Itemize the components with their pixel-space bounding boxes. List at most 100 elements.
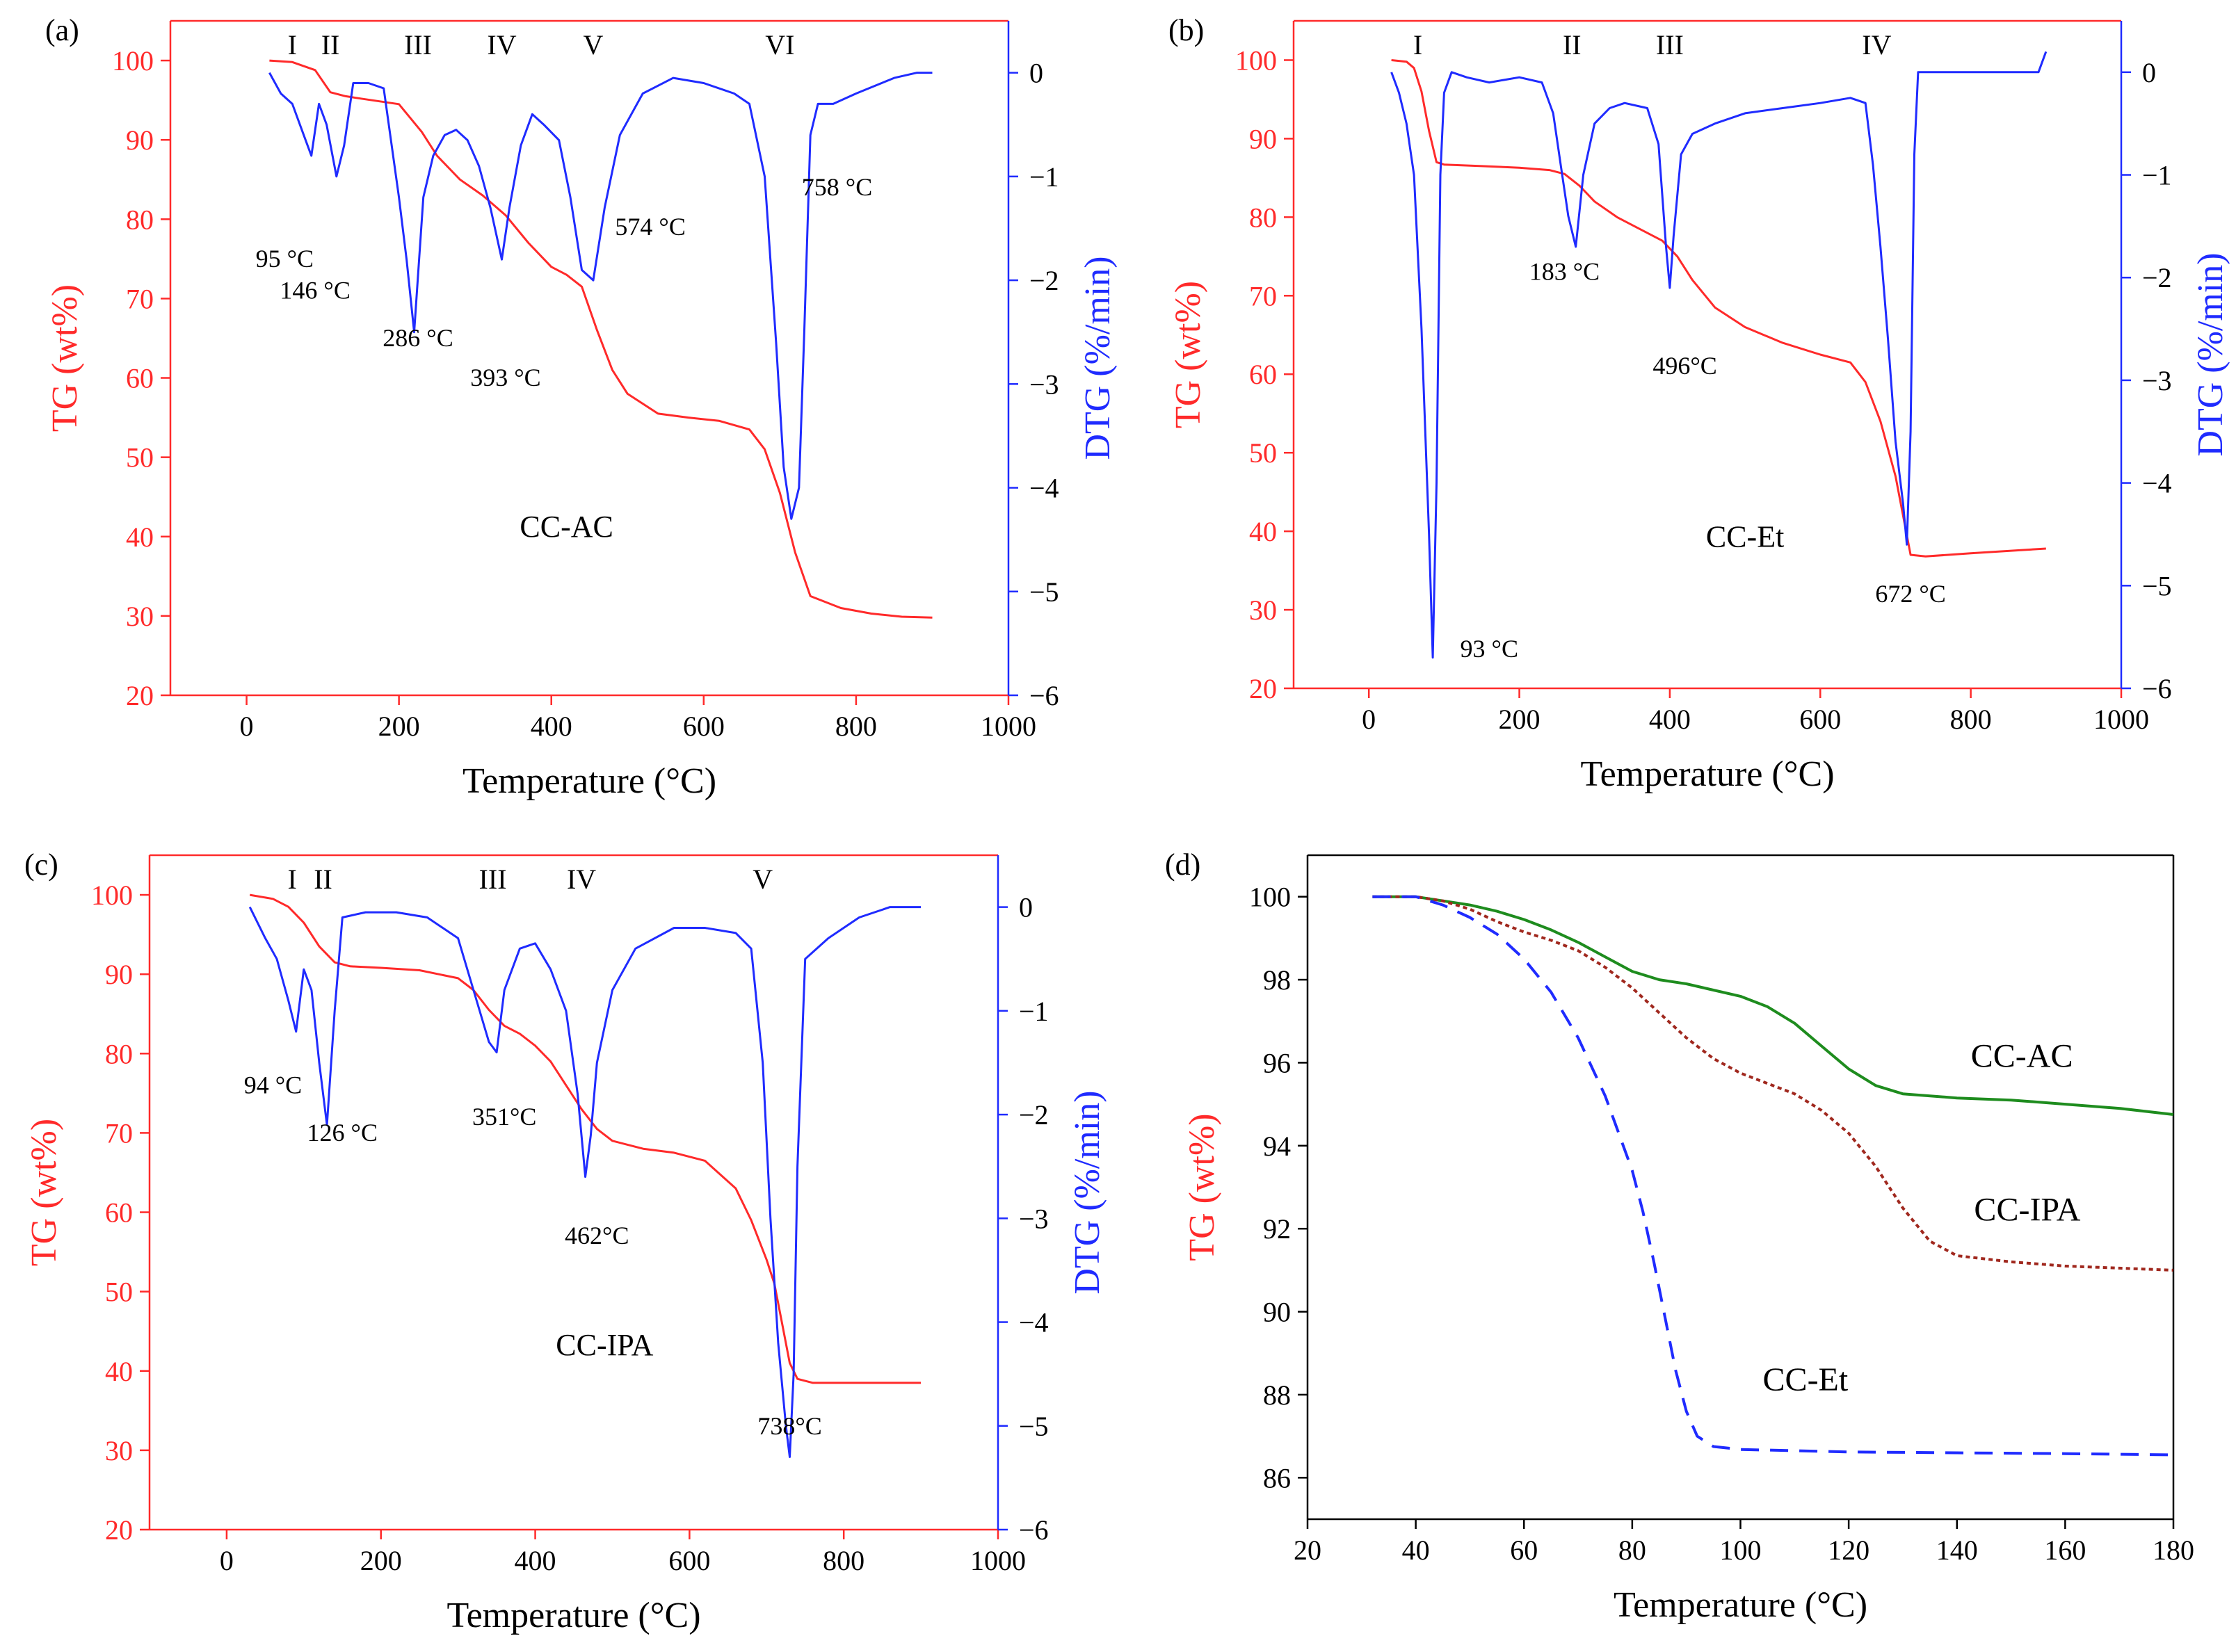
panel-label: (b) bbox=[1168, 13, 1204, 47]
peak-annotation: 496°C bbox=[1652, 352, 1716, 380]
stage-label: II bbox=[314, 864, 332, 895]
peak-annotation: 183 °C bbox=[1529, 258, 1600, 286]
y-right-tick-label: −1 bbox=[2142, 160, 2172, 191]
x-tick-label: 200 bbox=[378, 711, 420, 742]
y-right-tick-label: −2 bbox=[2142, 262, 2172, 293]
x-tick-label: 100 bbox=[1720, 1534, 1762, 1566]
x-tick-label: 800 bbox=[1950, 704, 1992, 735]
x-tick-label: 120 bbox=[1828, 1534, 1869, 1566]
x-axis-title: Temperature (°C) bbox=[1580, 754, 1834, 794]
y-left-tick-label: 40 bbox=[105, 1356, 133, 1387]
y-left-tick-label: 70 bbox=[1249, 280, 1277, 311]
y-right-tick-label: −2 bbox=[1019, 1099, 1049, 1131]
peak-annotation: 738°C bbox=[757, 1412, 821, 1440]
y-right-tick-label: −4 bbox=[1019, 1307, 1049, 1338]
y-axis-left-title: TG (wt%) bbox=[45, 284, 85, 432]
series-line-tg bbox=[1391, 59, 2046, 558]
y-right-tick-label: −4 bbox=[2142, 468, 2172, 499]
stage-label: III bbox=[479, 864, 507, 895]
stage-label: II bbox=[1563, 29, 1582, 60]
sample-label: CC-IPA bbox=[556, 1328, 653, 1362]
series-line-dtg bbox=[1390, 51, 2048, 659]
x-tick-label: 1000 bbox=[970, 1545, 1026, 1576]
y-axis-left-title: TG (wt%) bbox=[1168, 281, 1208, 428]
y-right-tick-label: −5 bbox=[1029, 576, 1059, 608]
panel-d: 20 40 60 80 100 120 140 160 180 86 88 90 92 94 96 98 100… bbox=[1165, 848, 2194, 1625]
x-tick-label: 1000 bbox=[981, 711, 1036, 742]
x-tick-label: 80 bbox=[1618, 1534, 1646, 1566]
x-tick-label: 160 bbox=[2044, 1534, 2086, 1566]
y-left-tick-label: 100 bbox=[91, 880, 133, 911]
y-left-tick-label: 98 bbox=[1263, 964, 1291, 996]
y-axis-right-title: DTG (%/min) bbox=[2191, 252, 2230, 456]
peak-annotation: 462°C bbox=[565, 1222, 629, 1249]
y-right-tick-label: −2 bbox=[1029, 265, 1059, 296]
y-left-tick-label: 30 bbox=[1249, 594, 1277, 626]
x-tick-label: 180 bbox=[2153, 1534, 2194, 1566]
x-tick-label: 800 bbox=[823, 1545, 864, 1576]
y-left-tick-label: 90 bbox=[1249, 123, 1277, 154]
stage-label: IV bbox=[567, 864, 596, 895]
y-left-tick-label: 40 bbox=[1249, 516, 1277, 547]
x-tick-label: 600 bbox=[1799, 704, 1841, 735]
x-tick-label: 0 bbox=[240, 711, 254, 742]
peak-annotation: 146 °C bbox=[280, 276, 350, 304]
y-left-tick-label: 88 bbox=[1263, 1379, 1291, 1411]
y-right-tick-label: −3 bbox=[1029, 369, 1059, 400]
panel-label: (d) bbox=[1165, 848, 1200, 882]
sample-label: CC-Et bbox=[1706, 520, 1784, 554]
x-tick-label: 0 bbox=[220, 1545, 234, 1576]
peak-annotation: 393 °C bbox=[470, 364, 540, 391]
y-axis-right-title: DTG (%/min) bbox=[1078, 256, 1118, 460]
y-right-tick-label: −3 bbox=[1019, 1203, 1049, 1234]
x-axis-title: Temperature (°C) bbox=[1614, 1585, 1867, 1625]
y-right-tick-label: −4 bbox=[1029, 473, 1059, 504]
y-left-tick-label: 100 bbox=[1249, 882, 1291, 913]
stage-label: I bbox=[1413, 29, 1422, 60]
y-right-tick-label: −3 bbox=[2142, 365, 2172, 396]
series-line-tg bbox=[249, 893, 922, 1384]
y-left-tick-label: 80 bbox=[126, 204, 154, 235]
stage-label: III bbox=[404, 29, 432, 60]
y-left-tick-label: 50 bbox=[1249, 437, 1277, 469]
y-right-tick-label: 0 bbox=[1019, 892, 1033, 923]
y-left-tick-label: 50 bbox=[126, 442, 154, 473]
series-line-tg bbox=[269, 59, 933, 619]
peak-annotation: 93 °C bbox=[1461, 635, 1518, 663]
sample-label: CC-AC bbox=[520, 510, 613, 544]
y-right-tick-label: 0 bbox=[1029, 58, 1043, 89]
y-left-tick-label: 80 bbox=[1249, 202, 1277, 233]
series-line-dtg bbox=[268, 72, 933, 520]
y-right-tick-label: −6 bbox=[1029, 680, 1059, 711]
stage-label: IV bbox=[487, 29, 516, 60]
y-left-tick-label: 20 bbox=[126, 680, 154, 711]
y-left-tick-label: 96 bbox=[1263, 1047, 1291, 1078]
y-left-tick-label: 70 bbox=[126, 283, 154, 314]
y-left-tick-label: 92 bbox=[1263, 1213, 1291, 1245]
stage-label: I bbox=[288, 29, 297, 60]
y-left-tick-label: 60 bbox=[105, 1197, 133, 1229]
x-tick-label: 400 bbox=[1649, 704, 1691, 735]
x-axis-title: Temperature (°C) bbox=[463, 761, 716, 801]
x-axis-title: Temperature (°C) bbox=[447, 1596, 700, 1635]
x-tick-label: 60 bbox=[1510, 1534, 1538, 1566]
y-right-tick-label: −6 bbox=[1019, 1514, 1049, 1546]
series-line-cc-ac bbox=[1372, 895, 2174, 1116]
y-right-tick-label: −5 bbox=[1019, 1411, 1049, 1442]
series-line-cc-ipa bbox=[1372, 895, 2174, 1272]
y-left-tick-label: 90 bbox=[105, 959, 133, 990]
stage-label: II bbox=[321, 29, 340, 60]
peak-annotation: 672 °C bbox=[1875, 580, 1945, 608]
y-left-tick-label: 86 bbox=[1263, 1462, 1291, 1493]
panel-label: (a) bbox=[45, 13, 79, 47]
y-right-tick-label: −1 bbox=[1019, 996, 1049, 1027]
x-tick-label: 800 bbox=[835, 711, 877, 742]
x-tick-label: 400 bbox=[515, 1545, 556, 1576]
y-left-tick-label: 100 bbox=[1235, 44, 1277, 76]
y-axis-left-title: TG (wt%) bbox=[1182, 1113, 1222, 1261]
stage-label: I bbox=[288, 864, 297, 895]
y-right-tick-label: −6 bbox=[2142, 673, 2172, 704]
